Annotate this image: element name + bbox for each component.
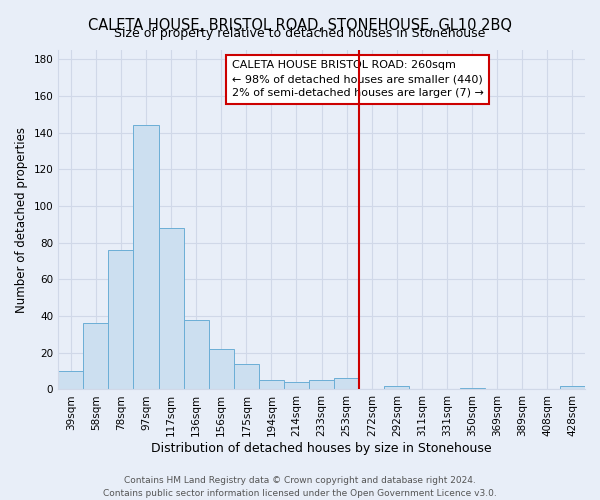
Bar — [133, 125, 158, 390]
Bar — [234, 364, 259, 390]
Text: CALETA HOUSE, BRISTOL ROAD, STONEHOUSE, GL10 2BQ: CALETA HOUSE, BRISTOL ROAD, STONEHOUSE, … — [88, 18, 512, 32]
Bar — [109, 250, 133, 390]
Text: Size of property relative to detached houses in Stonehouse: Size of property relative to detached ho… — [115, 28, 485, 40]
Bar — [560, 386, 585, 390]
Bar — [259, 380, 284, 390]
X-axis label: Distribution of detached houses by size in Stonehouse: Distribution of detached houses by size … — [151, 442, 492, 455]
Bar — [184, 320, 209, 390]
Y-axis label: Number of detached properties: Number of detached properties — [15, 126, 28, 312]
Bar — [309, 380, 334, 390]
Bar — [158, 228, 184, 390]
Bar — [385, 386, 409, 390]
Bar — [209, 349, 234, 390]
Text: Contains HM Land Registry data © Crown copyright and database right 2024.
Contai: Contains HM Land Registry data © Crown c… — [103, 476, 497, 498]
Bar — [83, 324, 109, 390]
Bar — [58, 371, 83, 390]
Text: CALETA HOUSE BRISTOL ROAD: 260sqm
← 98% of detached houses are smaller (440)
2% : CALETA HOUSE BRISTOL ROAD: 260sqm ← 98% … — [232, 60, 484, 98]
Bar — [284, 382, 309, 390]
Bar — [334, 378, 359, 390]
Bar — [460, 388, 485, 390]
